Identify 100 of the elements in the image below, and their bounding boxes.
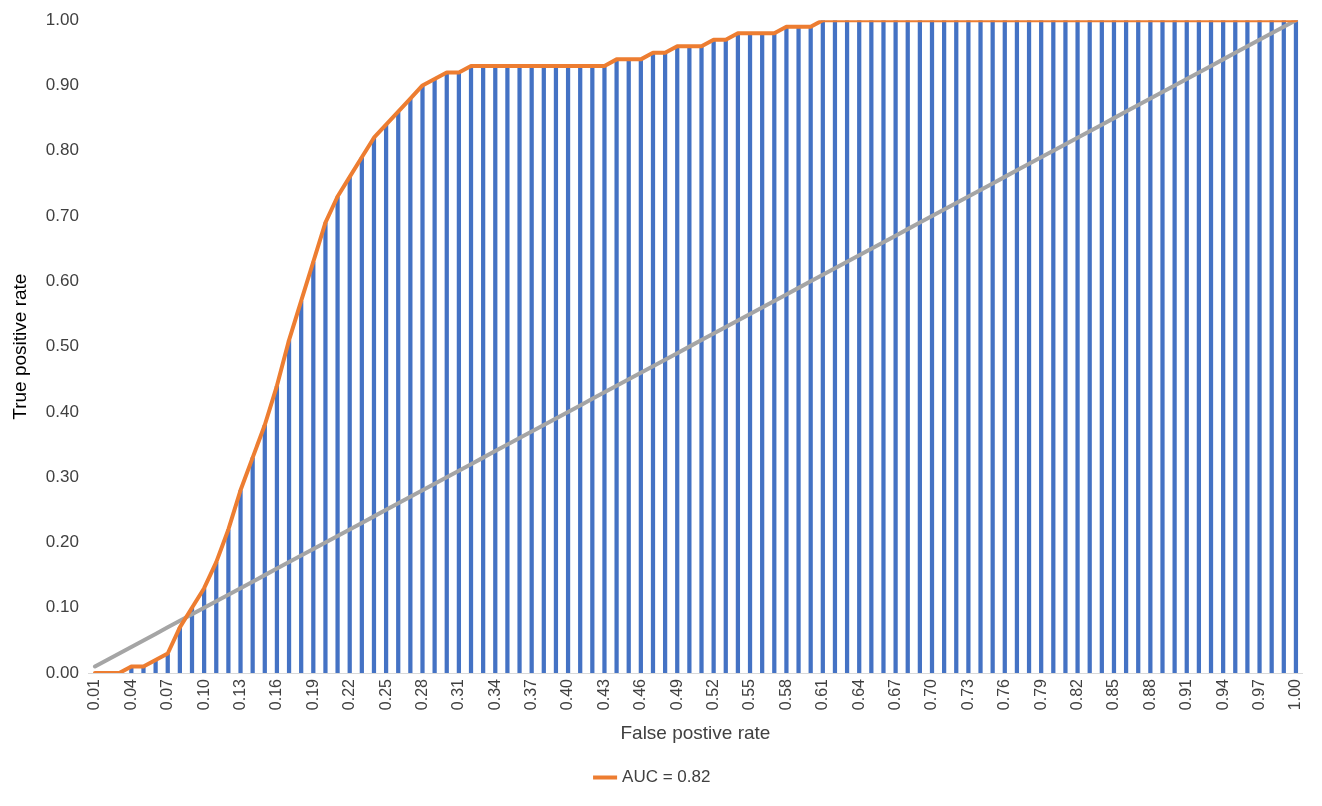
bar	[541, 65, 546, 674]
y-tick-label: 0.10	[45, 597, 79, 617]
bar	[1269, 20, 1274, 674]
bar	[990, 20, 995, 674]
bar	[929, 20, 935, 674]
x-tick-label: 0.07	[158, 678, 176, 711]
bar	[1221, 20, 1226, 674]
bar	[323, 222, 328, 674]
x-tick-label: 0.91	[1177, 678, 1195, 711]
bar	[1208, 20, 1214, 674]
x-tick-label: 0.28	[412, 678, 430, 711]
bar	[1136, 20, 1141, 674]
bar	[468, 65, 474, 674]
x-tick-label: 0.88	[1140, 678, 1158, 711]
x-tick-label: 0.10	[194, 678, 212, 711]
y-tick-label: 0.90	[45, 75, 79, 95]
x-axis-title: False postive rate	[620, 721, 771, 743]
x-tick-label: 0.37	[522, 678, 540, 711]
bar	[1293, 20, 1299, 674]
bar	[1196, 20, 1202, 674]
bar	[226, 529, 231, 674]
bar	[456, 72, 462, 674]
bar	[420, 85, 425, 674]
bar	[1233, 20, 1238, 674]
bar	[869, 20, 874, 674]
bar	[1257, 20, 1262, 674]
bar	[1026, 20, 1032, 674]
bar	[832, 20, 838, 674]
y-axis-title: True positive rate	[8, 273, 30, 420]
bar	[687, 46, 692, 674]
bar	[893, 20, 898, 674]
bar	[1099, 20, 1104, 674]
x-tick-label: 0.52	[704, 678, 722, 711]
x-tick-label: 0.13	[230, 678, 248, 711]
bar	[432, 78, 437, 674]
bar	[299, 300, 304, 674]
bar	[650, 52, 656, 674]
bar	[517, 65, 522, 674]
bar	[371, 137, 377, 674]
bar	[638, 59, 643, 674]
bar	[481, 65, 486, 674]
x-tick-label: 0.97	[1249, 678, 1267, 711]
bar	[529, 65, 534, 674]
bar	[396, 111, 401, 674]
bar	[844, 20, 850, 674]
x-tick-label: 0.43	[594, 678, 612, 711]
legend-label: AUC = 0.82	[622, 767, 711, 787]
bar	[905, 20, 910, 674]
bar	[662, 52, 668, 674]
bar	[1039, 20, 1044, 674]
bar	[1160, 20, 1165, 674]
bar	[1123, 20, 1129, 674]
y-tick-label: 0.40	[45, 401, 79, 421]
x-tick-label: 0.16	[267, 678, 285, 711]
bar	[578, 65, 583, 674]
y-tick-label: 0.70	[45, 205, 79, 225]
bar	[347, 176, 352, 674]
y-tick-label: 0.00	[45, 662, 79, 682]
bar	[408, 98, 413, 674]
x-tick-label: 0.40	[558, 678, 576, 711]
bar	[675, 46, 680, 674]
x-tick-label: 0.25	[376, 678, 394, 711]
y-tick-label: 0.60	[45, 271, 79, 291]
x-tick-label: 0.76	[995, 678, 1013, 711]
y-tick-label: 0.50	[45, 336, 79, 356]
bar	[1111, 20, 1117, 674]
x-tick-label: 0.58	[776, 678, 794, 711]
x-tick-label: 0.19	[303, 678, 321, 711]
bar	[262, 424, 267, 674]
x-tick-label: 0.94	[1213, 678, 1231, 711]
bar	[1063, 20, 1068, 674]
y-tick-label: 1.00	[45, 9, 79, 29]
x-tick-label: 0.01	[85, 678, 103, 711]
x-tick-label: 0.70	[922, 678, 940, 711]
bar	[772, 33, 777, 674]
bar	[359, 157, 364, 674]
bar	[1172, 20, 1177, 674]
bar	[626, 59, 631, 674]
bar	[1075, 20, 1080, 674]
bar	[553, 65, 559, 674]
bar	[590, 65, 595, 674]
y-tick-label: 0.80	[45, 140, 79, 160]
x-tick-label: 0.31	[449, 678, 467, 711]
x-tick-label: 0.73	[958, 678, 976, 711]
x-tick-label: 1.00	[1286, 678, 1304, 711]
bar	[1014, 20, 1020, 674]
bar	[942, 20, 947, 674]
x-tick-label: 0.34	[485, 678, 503, 711]
bar	[784, 26, 789, 674]
bar	[735, 33, 741, 674]
x-tick-label: 0.79	[1031, 678, 1049, 711]
x-tick-label: 0.82	[1067, 678, 1085, 711]
x-tick-label: 0.04	[121, 678, 139, 711]
bar	[917, 20, 922, 674]
bar	[1002, 20, 1007, 674]
bar	[1245, 20, 1250, 674]
bar	[286, 340, 292, 674]
bar	[978, 20, 983, 674]
bar	[444, 72, 449, 674]
bar	[1281, 20, 1286, 674]
